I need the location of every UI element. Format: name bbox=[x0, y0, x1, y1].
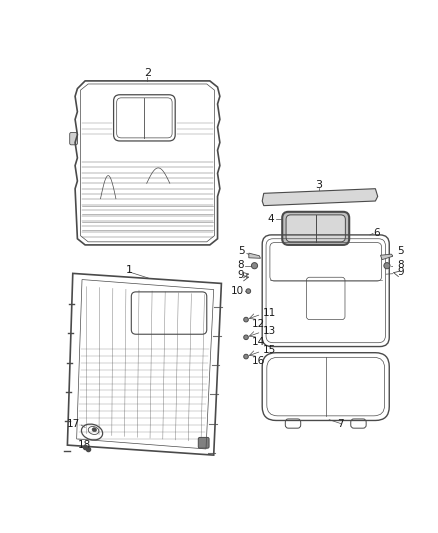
Text: 18: 18 bbox=[78, 440, 91, 450]
Text: 16: 16 bbox=[252, 356, 265, 366]
Text: 9: 9 bbox=[397, 267, 403, 277]
Text: 10: 10 bbox=[230, 286, 244, 296]
Text: 5: 5 bbox=[238, 246, 244, 256]
Circle shape bbox=[244, 335, 248, 340]
Text: 6: 6 bbox=[373, 228, 380, 238]
Circle shape bbox=[251, 263, 258, 269]
Text: 12: 12 bbox=[252, 319, 265, 329]
Text: 1: 1 bbox=[126, 264, 132, 274]
Text: 8: 8 bbox=[397, 260, 403, 270]
Circle shape bbox=[244, 317, 248, 322]
Text: 15: 15 bbox=[263, 345, 276, 356]
Circle shape bbox=[244, 354, 248, 359]
Text: 14: 14 bbox=[252, 337, 265, 347]
FancyBboxPatch shape bbox=[282, 212, 349, 245]
Text: 3: 3 bbox=[316, 180, 323, 190]
Polygon shape bbox=[262, 189, 378, 206]
Text: 11: 11 bbox=[263, 309, 276, 318]
Text: 5: 5 bbox=[397, 246, 403, 256]
Text: 17: 17 bbox=[67, 419, 81, 429]
Ellipse shape bbox=[92, 428, 97, 432]
Circle shape bbox=[246, 289, 251, 294]
Polygon shape bbox=[381, 254, 393, 260]
Text: 2: 2 bbox=[144, 68, 151, 78]
FancyBboxPatch shape bbox=[70, 133, 78, 145]
Text: 4: 4 bbox=[268, 214, 275, 224]
Text: 9: 9 bbox=[237, 270, 244, 280]
Text: 13: 13 bbox=[263, 326, 276, 336]
FancyBboxPatch shape bbox=[198, 438, 209, 448]
Circle shape bbox=[384, 263, 390, 269]
Text: 7: 7 bbox=[337, 419, 344, 429]
Text: 8: 8 bbox=[237, 260, 244, 270]
Polygon shape bbox=[249, 253, 261, 259]
FancyBboxPatch shape bbox=[286, 215, 346, 242]
